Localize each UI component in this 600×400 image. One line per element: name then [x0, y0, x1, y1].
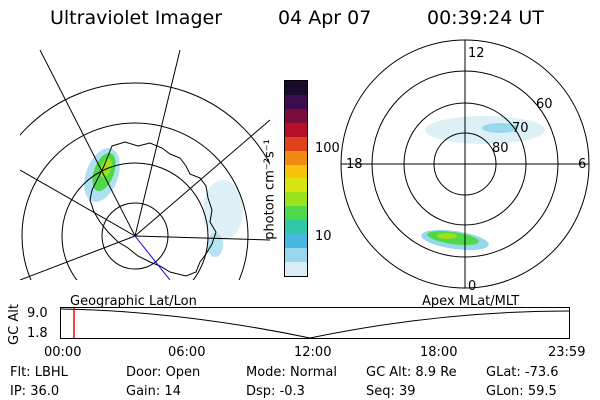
- colorbar-segment: [285, 206, 307, 221]
- colorbar-segment: [285, 261, 307, 276]
- altitude-axis-label: GC Alt: [6, 304, 22, 345]
- colorbar-segment: [285, 122, 307, 137]
- mlat-label-70: 70: [512, 121, 529, 136]
- colorbar-segment: [285, 192, 307, 207]
- colorbar-segment: [285, 94, 307, 109]
- time-tick-1200: 12:00: [294, 345, 332, 360]
- status-ip: IP: 36.0: [10, 384, 60, 399]
- colorbar-segment: [285, 220, 307, 235]
- colorbar-segment: [285, 81, 307, 95]
- colorbar: [284, 80, 308, 277]
- altitude-tick-high: 9.0: [27, 306, 48, 321]
- altitude-tick-low: 1.8: [27, 326, 48, 341]
- apex-map-label: Apex MLat/MLT: [422, 294, 520, 309]
- colorbar-tick-100: 100: [315, 141, 340, 156]
- altitude-plot: [60, 307, 570, 339]
- colorbar-segment: [285, 248, 307, 262]
- altitude-curve: [60, 308, 570, 339]
- status-dsp: Dsp: -0.3: [246, 384, 305, 399]
- time-tick-0600: 06:00: [168, 345, 206, 360]
- mlat-label-80: 80: [492, 141, 509, 156]
- apex-magnetic-map: [340, 39, 590, 289]
- mlat-label-60: 60: [536, 97, 553, 112]
- mlt-label-0: 0: [468, 279, 477, 294]
- observation-time: 00:39:24 UT: [427, 7, 544, 29]
- colorbar-segment: [285, 234, 307, 249]
- colorbar-tick-10: 10: [315, 229, 332, 244]
- antarctica-coastline: [89, 141, 217, 277]
- geographic-map: [20, 50, 270, 280]
- time-tick-0000: 00:00: [44, 345, 82, 360]
- status-door: Door: Open: [126, 365, 201, 380]
- observation-date: 04 Apr 07: [278, 7, 372, 29]
- colorbar-segment: [285, 178, 307, 193]
- status-mode: Mode: Normal: [246, 365, 337, 380]
- aurora-emission-mag: [421, 116, 545, 251]
- status-glat: GLat: -73.6: [486, 365, 559, 380]
- colorbar-unit-label: photon cm⁻²s⁻¹: [262, 139, 278, 240]
- mlt-label-18: 18: [346, 157, 363, 172]
- status-gc-alt: GC Alt: 8.9 Re: [366, 365, 457, 380]
- status-seq: Seq: 39: [366, 384, 416, 399]
- geographic-map-label: Geographic Lat/Lon: [70, 294, 197, 309]
- colorbar-segment: [285, 150, 307, 165]
- status-gain: Gain: 14: [126, 384, 181, 399]
- status-filter: Flt: LBHL: [10, 365, 68, 380]
- colorbar-segment: [285, 136, 307, 151]
- status-glon: GLon: 59.5: [486, 384, 557, 399]
- colorbar-segment: [285, 164, 307, 179]
- colorbar-segment: [285, 108, 307, 123]
- time-tick-1800: 18:00: [420, 345, 458, 360]
- mlt-label-12: 12: [468, 46, 485, 61]
- mlt-label-6: 6: [578, 157, 587, 172]
- instrument-title: Ultraviolet Imager: [50, 7, 223, 29]
- time-tick-2359: 23:59: [548, 345, 586, 360]
